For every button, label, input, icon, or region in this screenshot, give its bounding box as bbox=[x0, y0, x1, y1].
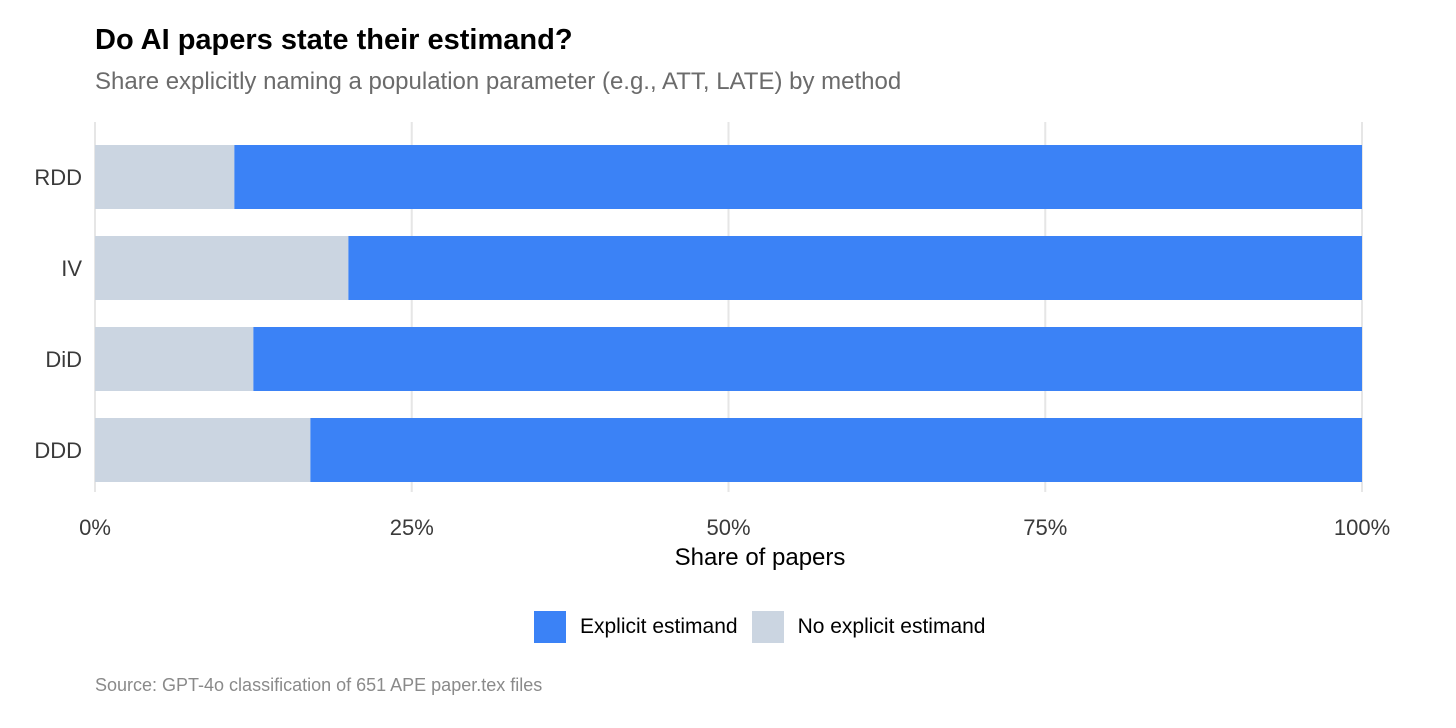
bars bbox=[95, 145, 1362, 482]
legend-swatch-no-explicit bbox=[751, 611, 784, 643]
bar-no-explicit bbox=[95, 327, 254, 391]
y-tick-label: DiD bbox=[45, 347, 82, 372]
legend-label-explicit: Explicit estimand bbox=[580, 615, 738, 638]
legend-swatch-explicit bbox=[534, 611, 566, 643]
x-tick-label: 25% bbox=[390, 515, 434, 540]
x-tick-label: 75% bbox=[1023, 515, 1067, 540]
x-axis-labels: 0% 25% 50% 75% 100% bbox=[79, 515, 1390, 540]
bar-explicit bbox=[310, 418, 1362, 482]
legend-item-explicit: Explicit estimand bbox=[534, 611, 738, 643]
x-tick-label: 0% bbox=[79, 515, 111, 540]
bar-no-explicit bbox=[95, 418, 311, 482]
stacked-bar-chart: RDD IV DiD DDD 0% 25% 50% 75% 100% Share of pap… bbox=[34, 122, 1390, 571]
x-axis-title: Share of papers bbox=[675, 544, 846, 571]
y-tick-label: IV bbox=[61, 256, 82, 281]
bar-explicit bbox=[253, 327, 1362, 391]
y-tick-label: DDD bbox=[34, 438, 82, 463]
bar-no-explicit bbox=[95, 236, 349, 300]
y-tick-label: RDD bbox=[34, 165, 82, 190]
x-tick-label: 50% bbox=[706, 515, 750, 540]
chart-title: Do AI papers state their estimand? bbox=[95, 24, 573, 56]
legend-label-no-explicit: No explicit estimand bbox=[797, 615, 986, 638]
chart-subtitle: Share explicitly naming a population par… bbox=[95, 68, 902, 95]
source-note: Source: GPT-4o classification of 651 APE… bbox=[95, 675, 543, 695]
legend: Explicit estimand No explicit estimand bbox=[534, 611, 999, 643]
bar-explicit bbox=[348, 236, 1362, 300]
bar-explicit bbox=[234, 145, 1362, 209]
bar-no-explicit bbox=[95, 145, 235, 209]
legend-item-no-explicit: No explicit estimand bbox=[751, 611, 986, 643]
x-tick-label: 100% bbox=[1334, 515, 1390, 540]
y-axis-labels: RDD IV DiD DDD bbox=[34, 165, 82, 463]
